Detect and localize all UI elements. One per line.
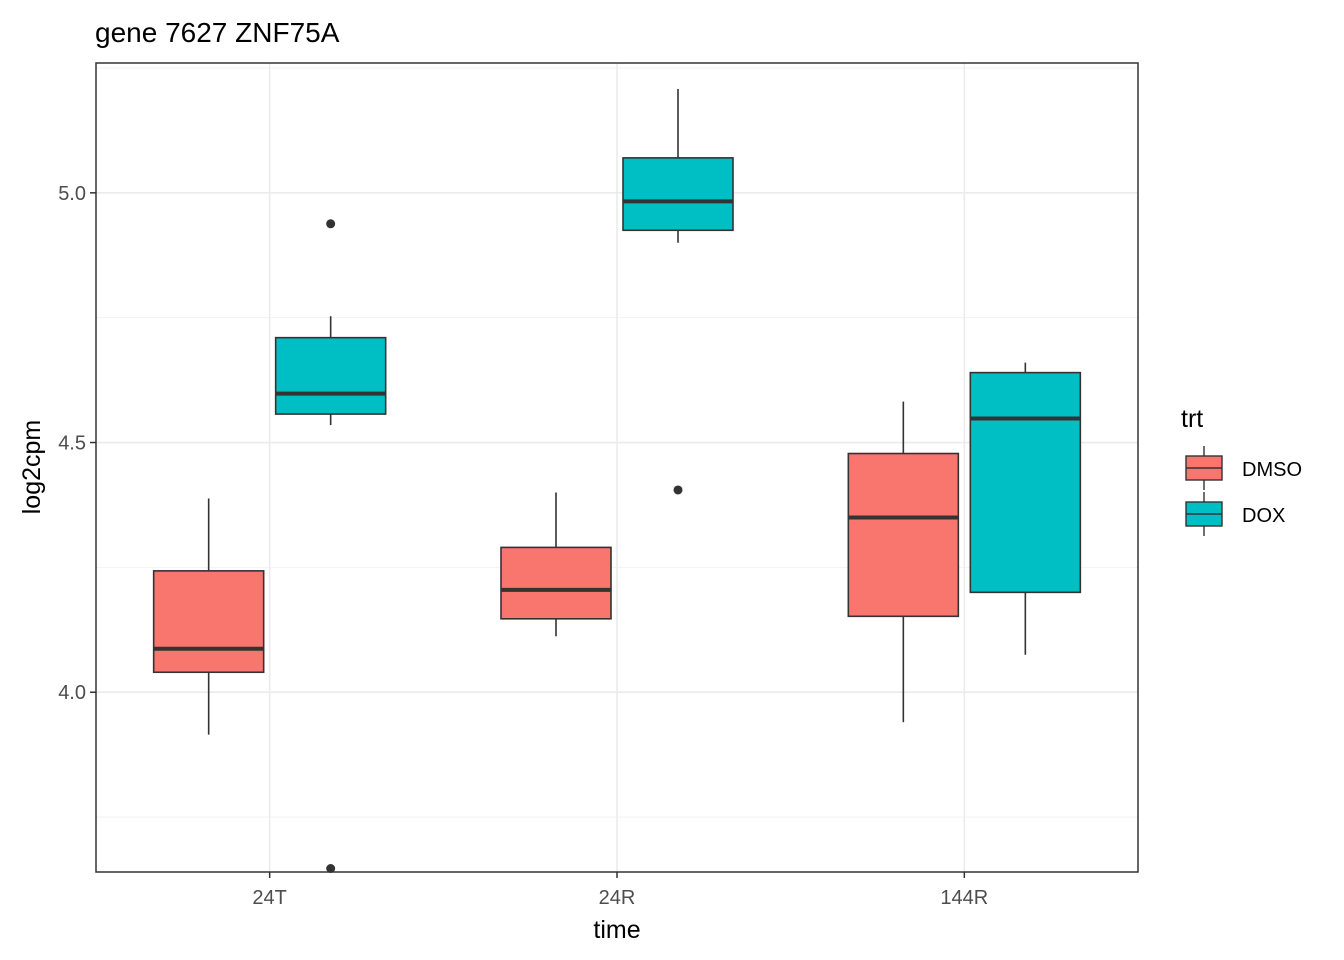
box-body xyxy=(847,452,960,618)
outlier-point xyxy=(673,485,683,495)
x-tick-label: 24R xyxy=(599,887,636,909)
box-body xyxy=(622,157,734,232)
box-body xyxy=(500,546,612,620)
y-tick-label: 5.0 xyxy=(58,183,86,205)
legend-title: trt xyxy=(1181,405,1203,433)
x-tick-label: 24T xyxy=(252,887,286,909)
box-dmso-144r xyxy=(847,401,960,723)
x-tick-label: 144R xyxy=(940,887,988,909)
box-dox-24t xyxy=(274,219,387,874)
legend-key-dox: DOX xyxy=(1185,492,1285,536)
major-gridlines xyxy=(96,63,1138,872)
y-tick-label: 4.5 xyxy=(58,433,86,455)
x-axis-title: time xyxy=(593,916,640,944)
box-dmso-24r xyxy=(500,492,612,637)
y-tick-label: 4.0 xyxy=(58,682,86,704)
box-body xyxy=(969,371,1082,594)
legend-key-dmso: DMSO xyxy=(1185,446,1302,490)
box-dmso-24t xyxy=(152,498,265,735)
legend-label-dmso: DMSO xyxy=(1242,459,1302,481)
box-layer xyxy=(152,88,1082,874)
outlier-point xyxy=(326,219,336,229)
box-body xyxy=(274,336,387,415)
y-axis-title: log2cpm xyxy=(18,420,46,515)
box-dox-144r xyxy=(969,362,1082,655)
axes: 4.0 4.5 5.0 24T 24R 144R xyxy=(58,183,988,909)
legend-label-dox: DOX xyxy=(1242,505,1285,527)
chart-title: gene 7627 ZNF75A xyxy=(95,17,340,48)
legend: trt DMSO DOX xyxy=(1181,405,1302,536)
outlier-point xyxy=(326,864,336,874)
box-body xyxy=(152,570,265,674)
box-dox-24r xyxy=(622,88,734,495)
